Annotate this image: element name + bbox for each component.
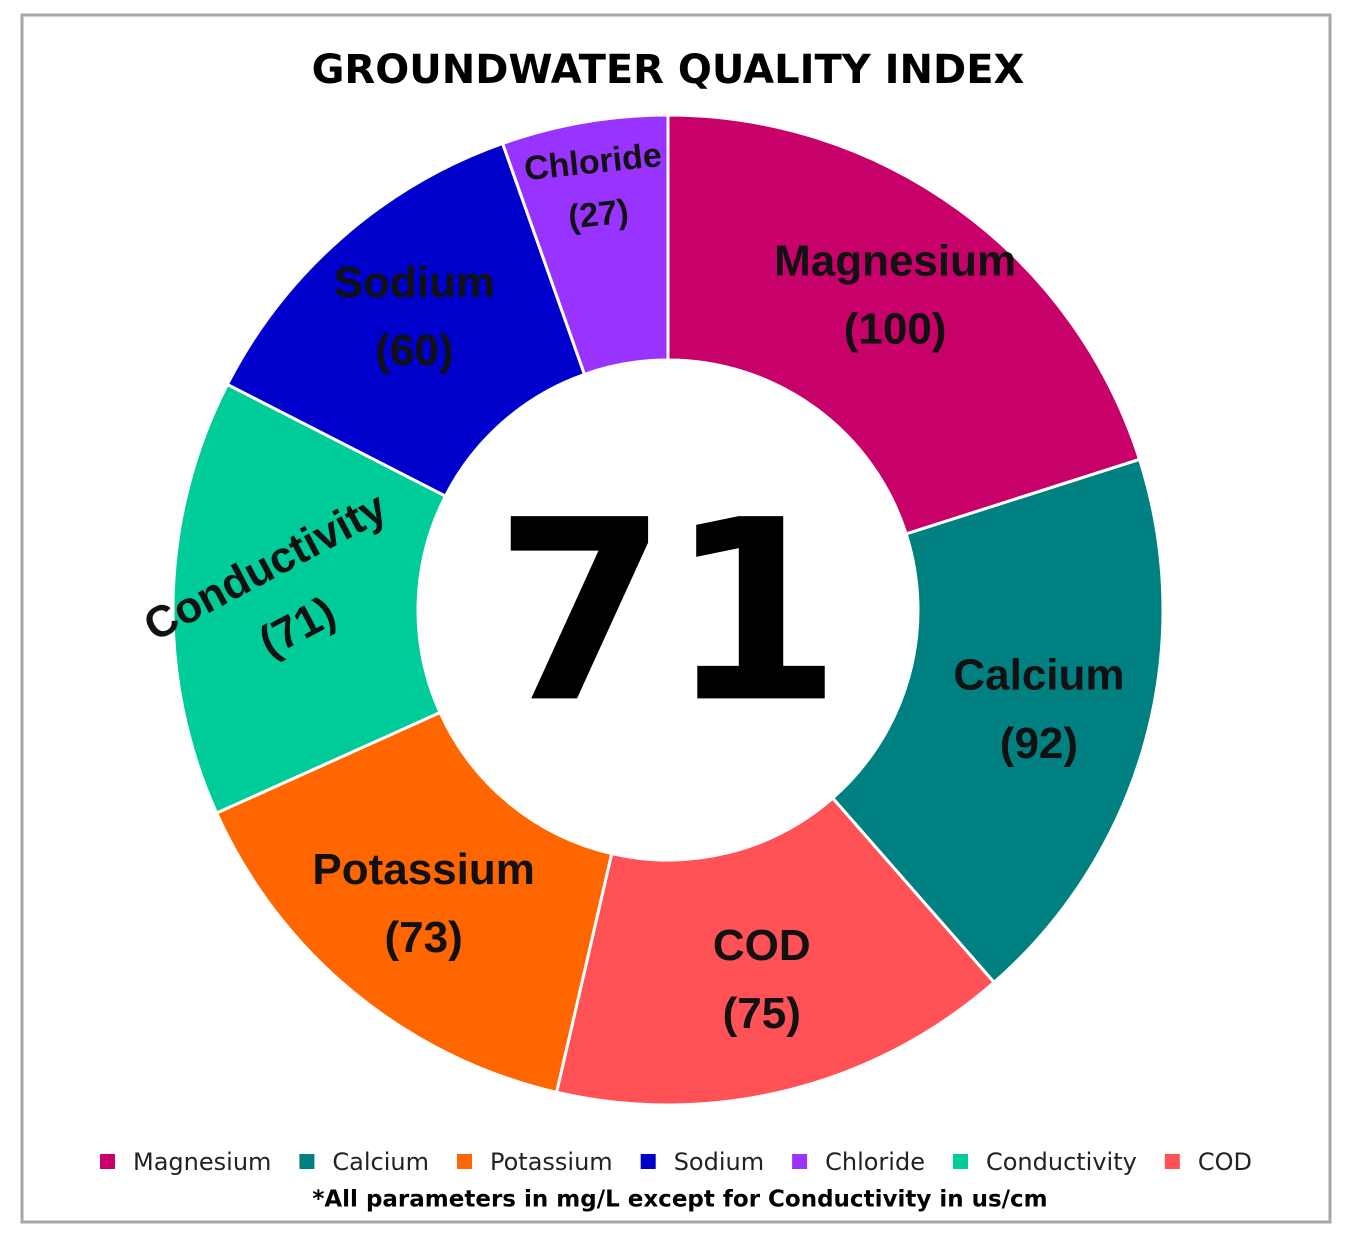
legend-swatch — [952, 1154, 968, 1169]
legend-label: COD — [1198, 1148, 1252, 1176]
slice-label: COD — [713, 921, 811, 970]
legend-label: Calcium — [332, 1148, 429, 1176]
legend-label: Sodium — [674, 1148, 764, 1176]
slice-label: Potassium — [312, 845, 535, 894]
slice-label-group: Sodium (60) — [334, 258, 495, 375]
slice-label: Sodium — [334, 258, 495, 307]
chart-title: GROUNDWATER QUALITY INDEX — [312, 47, 1025, 93]
donut-slice — [225, 141, 587, 499]
slice-value-label: (75) — [723, 989, 801, 1038]
slice-label: Calcium — [953, 651, 1124, 700]
legend-swatch — [100, 1154, 116, 1169]
slice-value-label: (60) — [375, 326, 453, 375]
slice-value-label: (73) — [385, 913, 463, 962]
footnote: *All parameters in mg/L except for Condu… — [312, 1187, 1047, 1213]
slice-value-label: (92) — [1000, 719, 1078, 768]
legend-swatch — [640, 1154, 656, 1169]
legend-swatch — [299, 1154, 315, 1169]
legend-label: Potassium — [490, 1148, 613, 1176]
legend-swatch — [1164, 1154, 1180, 1169]
slice-label-group: COD (75) — [713, 921, 811, 1038]
slice-label-group: Potassium (73) — [312, 845, 535, 962]
donut-slice — [554, 795, 997, 1107]
slice-label-group: Magnesium (100) — [774, 237, 1016, 354]
legend-label: Chloride — [825, 1148, 925, 1176]
donut-slice — [171, 382, 448, 816]
legend-swatch — [457, 1154, 473, 1169]
slice-value-label: (100) — [844, 305, 947, 354]
donut-slice — [214, 710, 614, 1095]
legend-label: Conductivity — [986, 1148, 1137, 1176]
donut-slice — [666, 113, 1142, 536]
legend-swatch — [792, 1154, 808, 1169]
slice-label-group: Calcium (92) — [953, 651, 1124, 768]
donut-slice — [500, 113, 670, 377]
center-label: 71 — [494, 466, 842, 757]
slice-value-label: (27) — [566, 192, 630, 236]
legend-label: Magnesium — [133, 1148, 271, 1176]
donut-slice — [830, 457, 1165, 985]
slice-label: Magnesium — [774, 237, 1016, 286]
